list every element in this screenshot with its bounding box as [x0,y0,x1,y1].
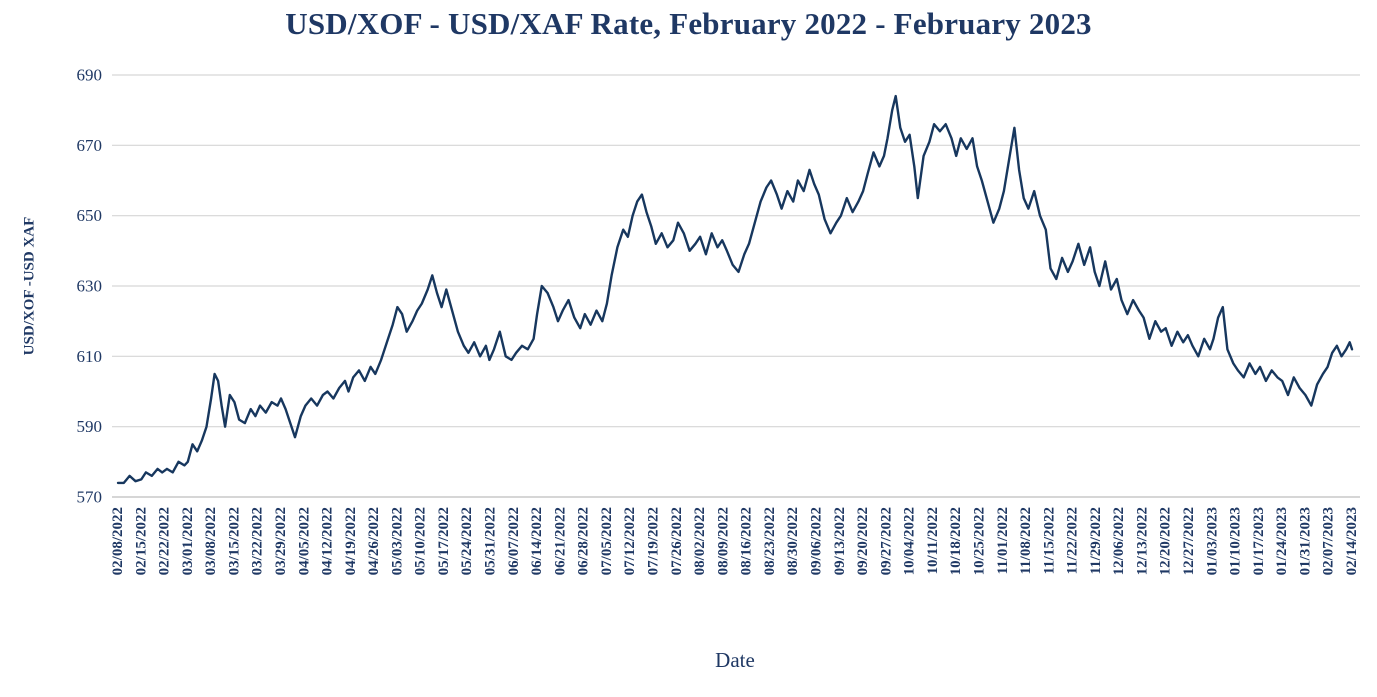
x-tick-label: 02/07/2023 [1321,507,1337,575]
x-tick-label: 12/27/2022 [1181,507,1197,575]
x-tick-label: 07/19/2022 [646,507,662,575]
x-tick-label: 07/26/2022 [669,507,685,575]
x-tick-label: 04/12/2022 [320,507,336,575]
x-tick-label: 09/20/2022 [855,507,871,575]
x-tick-label: 02/15/2022 [133,507,149,575]
x-tick-label: 03/29/2022 [273,507,289,575]
x-tick-label: 02/14/2023 [1344,507,1360,575]
x-tick-label: 07/12/2022 [622,507,638,575]
x-tick-label: 08/30/2022 [785,507,801,575]
x-axis-title: Date [715,648,755,672]
y-tick-label: 650 [77,206,103,225]
x-tick-label: 09/06/2022 [808,507,824,575]
x-tick-label: 07/05/2022 [599,507,615,575]
chart-title: USD/XOF - USD/XAF Rate, February 2022 - … [285,6,1092,41]
x-tick-label: 03/08/2022 [203,507,219,575]
x-tick-label: 09/13/2022 [832,507,848,575]
y-tick-label: 630 [77,277,103,296]
x-tick-label: 03/01/2022 [180,507,196,575]
x-tick-label: 05/17/2022 [436,507,452,575]
x-tick-label: 03/15/2022 [226,507,242,575]
x-tick-label: 10/25/2022 [971,507,987,575]
x-tick-label: 05/24/2022 [459,507,475,575]
x-tick-label: 08/16/2022 [739,507,755,575]
x-tick-label: 04/26/2022 [366,507,382,575]
x-tick-label: 05/31/2022 [483,507,499,575]
x-tick-label: 09/27/2022 [878,507,894,575]
x-tick-label: 05/03/2022 [389,507,405,575]
x-tick-label: 11/29/2022 [1088,507,1104,575]
x-tick-label: 11/08/2022 [1018,507,1034,575]
x-tick-label: 05/10/2022 [413,507,429,575]
x-tick-label: 08/23/2022 [762,507,778,575]
x-tick-label: 01/10/2023 [1228,507,1244,575]
x-tick-label: 11/15/2022 [1041,507,1057,575]
y-tick-label: 670 [77,136,103,155]
x-tick-label: 04/19/2022 [343,507,359,575]
x-tick-label: 02/08/2022 [110,507,126,575]
x-tick-label: 10/18/2022 [948,507,964,575]
x-tick-label: 12/13/2022 [1134,507,1150,575]
y-tick-label: 690 [77,66,103,85]
x-tick-label: 01/17/2023 [1251,507,1267,575]
y-tick-label: 610 [77,347,103,366]
x-tick-label: 01/03/2023 [1204,507,1220,575]
x-tick-label: 06/21/2022 [552,507,568,575]
x-tick-label: 11/22/2022 [1065,507,1081,575]
y-tick-label: 570 [77,488,103,507]
rate-line [116,94,1354,485]
x-tick-label: 11/01/2022 [995,507,1011,575]
x-tick-label: 12/06/2022 [1111,507,1127,575]
x-tick-label: 08/09/2022 [715,507,731,575]
x-tick-label: 12/20/2022 [1158,507,1174,575]
x-tick-label: 06/07/2022 [506,507,522,575]
x-tick-label: 08/02/2022 [692,507,708,575]
x-tick-label: 04/05/2022 [296,507,312,575]
x-tick-label: 10/11/2022 [925,507,941,575]
y-tick-label: 590 [77,417,103,436]
x-tick-label: 06/14/2022 [529,507,545,575]
x-tick-label: 06/28/2022 [576,507,592,575]
x-tick-label: 10/04/2022 [902,507,918,575]
x-tick-label: 02/22/2022 [157,507,173,575]
x-tick-label: 03/22/2022 [250,507,266,575]
x-tick-label: 01/31/2023 [1297,507,1313,575]
x-tick-label: 01/24/2023 [1274,507,1290,575]
